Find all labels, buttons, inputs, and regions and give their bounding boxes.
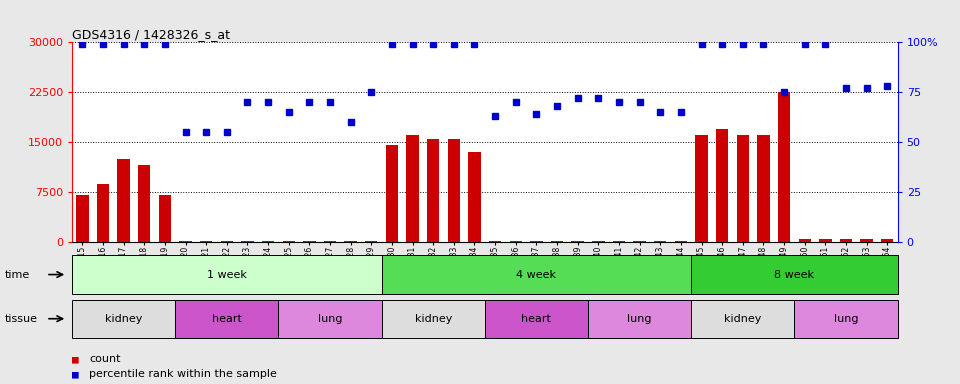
Text: ■: ■ — [72, 354, 79, 364]
Bar — [819, 238, 831, 242]
Text: lung: lung — [833, 314, 858, 324]
Bar — [158, 195, 171, 242]
Bar — [262, 241, 275, 242]
Bar — [778, 92, 790, 242]
Text: heart: heart — [212, 314, 242, 324]
Bar — [489, 241, 501, 242]
Bar — [530, 241, 542, 242]
Bar — [840, 238, 852, 242]
Bar — [406, 136, 419, 242]
Bar — [138, 166, 151, 242]
Bar — [612, 241, 625, 242]
Text: kidney: kidney — [105, 314, 142, 324]
Bar — [382, 255, 691, 294]
Text: lung: lung — [627, 314, 652, 324]
Bar — [588, 300, 691, 338]
Bar — [510, 241, 522, 242]
Text: GDS4316 / 1428326_s_at: GDS4316 / 1428326_s_at — [72, 28, 230, 41]
Bar — [97, 184, 109, 242]
Bar — [860, 238, 873, 242]
Bar — [200, 241, 212, 242]
Bar — [592, 241, 605, 242]
Text: 4 week: 4 week — [516, 270, 557, 280]
Bar — [691, 255, 898, 294]
Text: count: count — [89, 354, 121, 364]
Text: 8 week: 8 week — [775, 270, 814, 280]
Text: lung: lung — [318, 314, 343, 324]
Bar — [117, 159, 130, 242]
Bar — [716, 129, 729, 242]
Bar — [757, 136, 770, 242]
Bar — [427, 139, 440, 242]
Bar — [382, 300, 485, 338]
Bar — [365, 241, 377, 242]
Bar — [278, 300, 381, 338]
Bar — [736, 136, 749, 242]
Bar — [795, 300, 898, 338]
Bar — [241, 241, 253, 242]
Bar — [175, 300, 278, 338]
Bar — [571, 241, 584, 242]
Bar — [303, 241, 316, 242]
Bar — [695, 136, 708, 242]
Bar — [447, 139, 460, 242]
Bar — [468, 152, 481, 242]
Text: time: time — [5, 270, 30, 280]
Text: heart: heart — [521, 314, 551, 324]
Text: 1 week: 1 week — [206, 270, 247, 280]
Bar — [221, 241, 233, 242]
Bar — [691, 300, 795, 338]
Bar — [72, 255, 382, 294]
Bar — [634, 241, 646, 242]
Bar — [282, 241, 295, 242]
Bar — [551, 241, 564, 242]
Bar — [654, 241, 666, 242]
Text: kidney: kidney — [415, 314, 452, 324]
Bar — [881, 238, 894, 242]
Bar — [345, 241, 357, 242]
Bar — [76, 195, 88, 242]
Text: tissue: tissue — [5, 314, 37, 324]
Bar — [675, 241, 687, 242]
Bar — [386, 146, 398, 242]
Bar — [324, 241, 336, 242]
Bar — [799, 238, 811, 242]
Bar — [72, 300, 175, 338]
Bar — [485, 300, 588, 338]
Text: kidney: kidney — [724, 314, 761, 324]
Bar — [180, 241, 192, 242]
Text: percentile rank within the sample: percentile rank within the sample — [89, 369, 277, 379]
Text: ■: ■ — [72, 369, 79, 379]
